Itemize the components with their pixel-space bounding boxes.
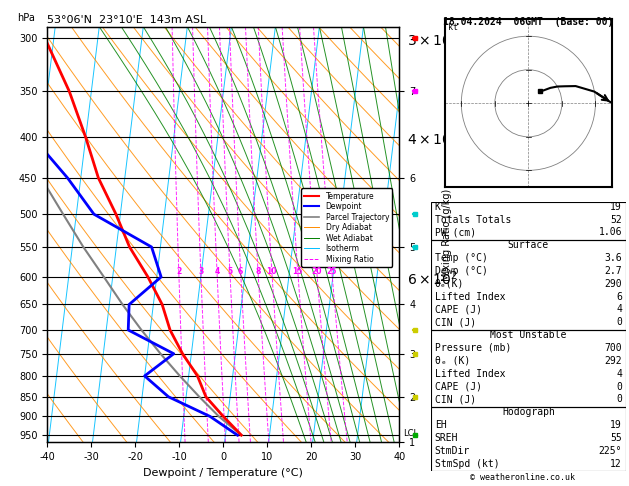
Text: 5: 5 bbox=[227, 267, 232, 276]
Text: 292: 292 bbox=[604, 356, 622, 366]
Text: 12: 12 bbox=[610, 459, 622, 469]
Bar bbox=[431, 407, 626, 471]
Text: Temp (°C): Temp (°C) bbox=[435, 253, 487, 263]
Text: 6: 6 bbox=[238, 267, 243, 276]
Text: 2: 2 bbox=[176, 267, 181, 276]
Text: 2.7: 2.7 bbox=[604, 266, 622, 276]
Text: 700: 700 bbox=[604, 343, 622, 353]
Text: SREH: SREH bbox=[435, 433, 459, 443]
Text: 52: 52 bbox=[610, 214, 622, 225]
Text: hPa: hPa bbox=[17, 13, 35, 22]
Text: 8: 8 bbox=[255, 267, 260, 276]
Text: θₑ(K): θₑ(K) bbox=[435, 279, 464, 289]
Text: Surface: Surface bbox=[508, 240, 549, 250]
Text: Dewp (°C): Dewp (°C) bbox=[435, 266, 487, 276]
Text: Hodograph: Hodograph bbox=[502, 407, 555, 417]
Text: CIN (J): CIN (J) bbox=[435, 317, 476, 327]
Text: 6: 6 bbox=[616, 292, 622, 302]
Text: 55: 55 bbox=[610, 433, 622, 443]
Text: 0: 0 bbox=[616, 382, 622, 392]
Text: 15: 15 bbox=[292, 267, 303, 276]
Text: 19: 19 bbox=[610, 420, 622, 430]
Text: 290: 290 bbox=[604, 279, 622, 289]
Text: 19: 19 bbox=[610, 202, 622, 212]
Text: StmDir: StmDir bbox=[435, 446, 470, 456]
Text: kt: kt bbox=[448, 22, 458, 32]
Text: LCL: LCL bbox=[404, 429, 419, 438]
Text: StmSpd (kt): StmSpd (kt) bbox=[435, 459, 499, 469]
Text: PW (cm): PW (cm) bbox=[435, 227, 476, 237]
Text: 1.06: 1.06 bbox=[598, 227, 622, 237]
Text: 18.04.2024  06GMT  (Base: 00): 18.04.2024 06GMT (Base: 00) bbox=[443, 17, 613, 27]
Text: θₑ (K): θₑ (K) bbox=[435, 356, 470, 366]
Bar bbox=[431, 240, 626, 330]
Text: 225°: 225° bbox=[598, 446, 622, 456]
Text: Pressure (mb): Pressure (mb) bbox=[435, 343, 511, 353]
Text: CIN (J): CIN (J) bbox=[435, 394, 476, 404]
Text: EH: EH bbox=[435, 420, 447, 430]
Text: 3: 3 bbox=[198, 267, 203, 276]
Text: Lifted Index: Lifted Index bbox=[435, 292, 505, 302]
Text: 10: 10 bbox=[267, 267, 277, 276]
X-axis label: Dewpoint / Temperature (°C): Dewpoint / Temperature (°C) bbox=[143, 468, 303, 478]
Text: CAPE (J): CAPE (J) bbox=[435, 382, 482, 392]
Text: Lifted Index: Lifted Index bbox=[435, 369, 505, 379]
Text: 3.6: 3.6 bbox=[604, 253, 622, 263]
Text: © weatheronline.co.uk: © weatheronline.co.uk bbox=[470, 473, 574, 482]
Y-axis label: Mixing Ratio (g/kg): Mixing Ratio (g/kg) bbox=[442, 189, 452, 280]
Text: 0: 0 bbox=[616, 317, 622, 327]
Legend: Temperature, Dewpoint, Parcel Trajectory, Dry Adiabat, Wet Adiabat, Isotherm, Mi: Temperature, Dewpoint, Parcel Trajectory… bbox=[301, 189, 392, 267]
Text: CAPE (J): CAPE (J) bbox=[435, 304, 482, 314]
Text: 4: 4 bbox=[616, 304, 622, 314]
Text: K: K bbox=[435, 202, 441, 212]
Text: 4: 4 bbox=[616, 369, 622, 379]
Bar bbox=[431, 202, 626, 240]
Text: 0: 0 bbox=[616, 394, 622, 404]
Text: 53°06'N  23°10'E  143m ASL: 53°06'N 23°10'E 143m ASL bbox=[47, 15, 206, 25]
Bar bbox=[431, 330, 626, 407]
Text: 4: 4 bbox=[214, 267, 220, 276]
Text: Most Unstable: Most Unstable bbox=[490, 330, 567, 340]
Text: Totals Totals: Totals Totals bbox=[435, 214, 511, 225]
Text: 25: 25 bbox=[326, 267, 337, 276]
Text: 20: 20 bbox=[311, 267, 322, 276]
